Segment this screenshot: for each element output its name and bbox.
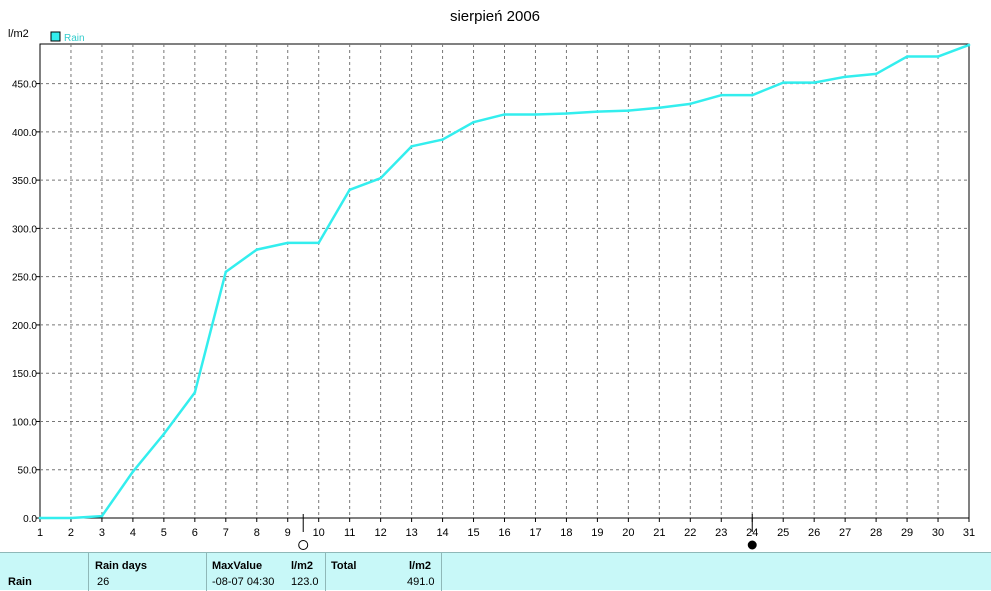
x-tick-label: 16 (498, 527, 510, 539)
data-point (781, 81, 785, 84)
x-tick-label: 21 (653, 527, 665, 539)
data-point (224, 270, 228, 274)
data-point (596, 110, 599, 113)
data-point (719, 93, 723, 97)
x-tick-label: 24 (746, 527, 758, 539)
y-tick-label: 0.0 (23, 514, 37, 525)
y-tick-label: 50.0 (18, 466, 38, 477)
y-axis-ticks: 0.0 50.0 100.0 150.0 200.0 250.0 300.0 350.0 400… (12, 80, 40, 525)
data-point (38, 516, 42, 520)
x-tick-label: 8 (254, 527, 260, 539)
x-tick-label: 11 (344, 527, 355, 539)
total-unit: l/m2 (409, 560, 432, 572)
x-tick-label: 13 (405, 527, 417, 539)
maxvalue-unit: l/m2 (291, 560, 314, 572)
x-tick-label: 2 (68, 527, 74, 539)
data-point (472, 120, 475, 124)
data-point (348, 188, 351, 192)
x-tick-label: 30 (932, 527, 944, 539)
y-tick-label: 300.0 (12, 224, 37, 235)
rain-days-header: Rain days (95, 560, 147, 572)
new-moon-icon (747, 540, 757, 550)
data-point (967, 43, 971, 47)
y-tick-label: 100.0 (12, 417, 37, 428)
total-header: Total (331, 560, 357, 572)
x-tick-label: 31 (963, 527, 975, 539)
data-point (131, 470, 135, 473)
stats-row-label: Rain (8, 576, 32, 588)
y-tick-label: 150.0 (12, 369, 37, 380)
y-tick-label: 400.0 (12, 128, 37, 139)
stats-panel: Rain Rain days 26 MaxValue l/m2 -08-07 0… (0, 552, 991, 591)
data-point (843, 75, 847, 79)
data-point (750, 93, 754, 97)
data-point (689, 102, 692, 106)
x-tick-label: 5 (161, 527, 167, 539)
x-axis-ticks: 1 2 3 4 5 6 7 8 9 10 11 12 13 14 15 16 17 18 19 20 21 22 23 24 2… (37, 518, 975, 539)
data-point (286, 241, 290, 245)
data-point (936, 55, 940, 58)
x-tick-label: 3 (99, 527, 105, 539)
data-point (534, 113, 537, 116)
x-tick-label: 25 (777, 527, 789, 539)
x-tick-label: 10 (313, 527, 325, 539)
maxvalue-date: -08-07 04:30 (212, 576, 275, 588)
chart-title: sierpień 2006 (450, 8, 540, 25)
x-tick-label: 14 (436, 527, 448, 539)
data-point (905, 55, 909, 58)
x-tick-label: 17 (529, 527, 541, 539)
x-tick-label: 12 (375, 527, 387, 539)
x-tick-label: 7 (223, 527, 229, 539)
data-point (379, 176, 382, 180)
data-point (627, 109, 630, 112)
data-point (812, 81, 816, 84)
y-tick-label: 200.0 (12, 321, 37, 332)
x-tick-label: 15 (467, 527, 479, 539)
y-axis-label: l/m2 (8, 28, 29, 40)
data-point (317, 241, 321, 245)
total-value: 491.0 (407, 576, 435, 588)
data-point (162, 432, 166, 436)
data-point (410, 145, 413, 148)
x-tick-label: 18 (560, 527, 572, 539)
data-point (255, 248, 259, 251)
x-tick-label: 23 (715, 527, 727, 539)
rain-chart: sierpień 2006 l/m2 Rain 0.050.0100.0150.… (8, 8, 975, 550)
x-tick-label: 6 (192, 527, 198, 539)
stats-divider (206, 553, 207, 591)
data-point (193, 391, 197, 394)
stats-divider (441, 553, 442, 591)
moon-markers (298, 514, 757, 550)
legend-label: Rain (64, 33, 85, 44)
data-point (658, 106, 661, 110)
x-tick-label: 29 (901, 527, 913, 539)
x-tick-label: 20 (622, 527, 634, 539)
maxvalue-header: MaxValue (212, 560, 263, 572)
stats-divider (325, 553, 326, 591)
maxvalue-value: 123.0 (291, 576, 319, 588)
x-tick-label: 22 (684, 527, 696, 539)
data-point (441, 138, 444, 141)
data-point (100, 514, 104, 518)
x-tick-label: 28 (870, 527, 882, 539)
x-tick-label: 9 (285, 527, 291, 539)
x-tick-label: 26 (808, 527, 820, 539)
x-tick-label: 19 (591, 527, 603, 539)
data-point (874, 72, 878, 76)
full-moon-icon (298, 540, 309, 550)
series-layer (38, 43, 971, 520)
x-tick-label: 4 (130, 527, 136, 539)
y-tick-label: 450.0 (12, 80, 37, 91)
data-point (69, 516, 73, 520)
data-point (565, 112, 568, 115)
legend-swatch (50, 31, 61, 42)
y-tick-label: 250.0 (12, 273, 37, 284)
data-point (503, 113, 506, 116)
x-tick-label: 1 (37, 527, 43, 539)
y-tick-label: 350.0 (12, 176, 37, 187)
stats-divider (88, 553, 89, 591)
rain-days-value: 26 (97, 576, 110, 588)
x-tick-label: 27 (839, 527, 851, 539)
